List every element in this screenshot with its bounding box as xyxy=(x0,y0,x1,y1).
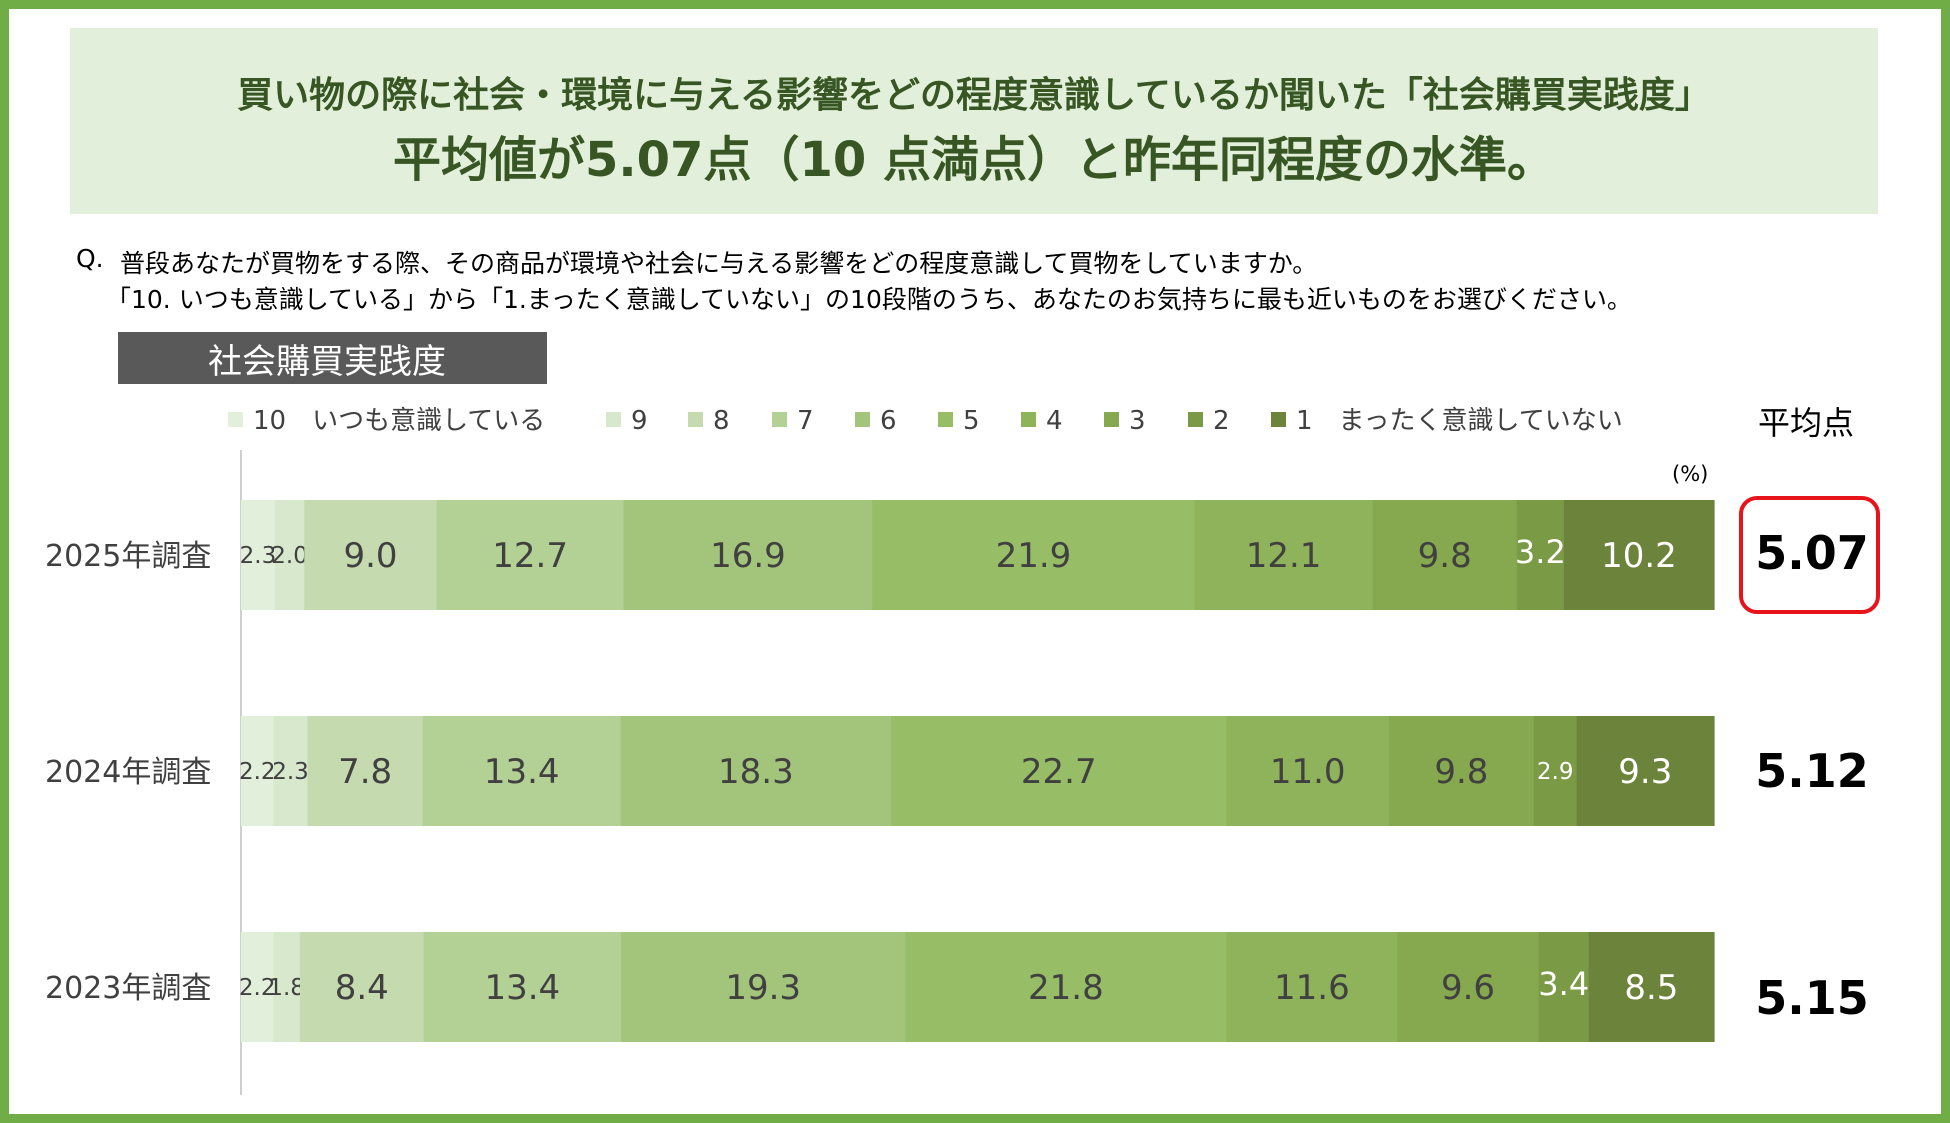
bar-segment xyxy=(1576,716,1715,826)
average-value-2025: 5.07 xyxy=(1755,526,1869,580)
question-text-line-1: 普段あなたが買物をする際、その商品が環境や社会に与える影響をどの程度意識して買物… xyxy=(120,249,1318,278)
data-label: 3.2 xyxy=(1515,533,1566,571)
bar-segment xyxy=(307,716,424,826)
bar-segment xyxy=(1563,500,1715,610)
bar-segment xyxy=(241,716,275,826)
data-label: 3.4 xyxy=(1538,965,1589,1003)
data-label: 2.2 xyxy=(239,759,276,785)
bar-segment xyxy=(1226,716,1390,826)
headline-box: 買い物の際に社会・環境に与える影響をどの程度意識しているか聞いた「社会購買実践度… xyxy=(70,28,1878,214)
average-highlight-frame xyxy=(1739,496,1880,614)
legend-label-6: 5 xyxy=(963,406,980,436)
headline-line-2: 平均値が5.07点（10 点満点）と昨年同程度の水準。 xyxy=(393,132,1555,188)
data-label: 22.7 xyxy=(1021,752,1097,792)
legend-label-2: 9 xyxy=(631,406,648,436)
data-label: 1.8 xyxy=(268,975,305,1001)
legend-label-5: 6 xyxy=(880,406,897,436)
legend-swatch-6 xyxy=(938,412,953,427)
average-header: 平均点 xyxy=(1758,404,1855,442)
bar-segment xyxy=(1516,500,1565,610)
data-label: 7.8 xyxy=(338,752,392,792)
bar-segment xyxy=(423,932,622,1042)
bar-segment xyxy=(905,932,1228,1042)
bar-segment xyxy=(304,500,438,610)
bar-segment xyxy=(1194,500,1374,610)
bar-segment xyxy=(1388,716,1535,826)
data-label: 11.0 xyxy=(1270,752,1346,792)
data-label: 2.9 xyxy=(1537,759,1574,785)
bar-segment xyxy=(1588,932,1715,1042)
bar-segment xyxy=(1533,716,1578,826)
data-label: 11.6 xyxy=(1274,968,1350,1008)
legend-swatch-4 xyxy=(772,412,787,427)
legend-swatch-8 xyxy=(1104,412,1119,427)
data-label: 2.0 xyxy=(271,543,308,569)
percent-unit-label: (%) xyxy=(1672,462,1709,486)
data-label: 8.5 xyxy=(1624,968,1678,1008)
data-label: 8.4 xyxy=(335,968,389,1008)
bar-segment xyxy=(436,500,625,610)
bar-segment xyxy=(1226,932,1398,1042)
data-label: 2.2 xyxy=(239,975,276,1001)
bar-segment xyxy=(241,932,275,1042)
bar-segment xyxy=(1397,932,1540,1042)
data-label: 18.3 xyxy=(718,752,794,792)
data-label: 10.2 xyxy=(1601,536,1677,576)
bar-segment xyxy=(422,716,622,826)
bar-segment xyxy=(621,932,906,1042)
data-label: 9.6 xyxy=(1441,968,1495,1008)
legend-label-9: 2 xyxy=(1213,406,1230,436)
section-tag: 社会購買実践度 xyxy=(118,332,547,384)
data-label: 12.7 xyxy=(492,536,568,576)
data-label: 16.9 xyxy=(710,536,786,576)
legend-label-4: 7 xyxy=(797,406,814,436)
legend-swatch-3 xyxy=(688,412,703,427)
legend-label-8: 3 xyxy=(1129,406,1146,436)
bar-segment xyxy=(273,932,301,1042)
legend-label-1: 10 いつも意識している xyxy=(253,406,545,436)
bar-segment xyxy=(872,500,1196,610)
data-label: 13.4 xyxy=(484,968,560,1008)
average-value-2023: 5.15 xyxy=(1755,971,1869,1025)
bar-segment xyxy=(241,500,276,610)
question-text-line-2: 「10. いつも意識している」から「1.まったく意識していない」の10段階のうち… xyxy=(106,285,1632,314)
data-label: 9.3 xyxy=(1618,752,1672,792)
bar-segment xyxy=(273,716,309,826)
question-label: Q. xyxy=(76,244,104,273)
headline-line-1: 買い物の際に社会・環境に与える影響をどの程度意識しているか聞いた「社会購買実践度… xyxy=(237,75,1711,116)
bar-segment xyxy=(299,932,425,1042)
category-label: 2025年調査 xyxy=(45,539,211,574)
data-label: 9.8 xyxy=(1418,536,1472,576)
bar-segment xyxy=(1372,500,1518,610)
data-label: 21.9 xyxy=(996,536,1072,576)
legend-swatch-9 xyxy=(1188,412,1203,427)
data-label: 9.0 xyxy=(343,536,397,576)
bar-segment xyxy=(623,500,873,610)
legend-swatch-1 xyxy=(228,412,243,427)
legend-swatch-10 xyxy=(1271,412,1286,427)
data-label: 19.3 xyxy=(725,968,801,1008)
legend-label-7: 4 xyxy=(1046,406,1063,436)
legend-label-10: 1 まったく意識していない xyxy=(1296,406,1623,436)
data-label: 2.3 xyxy=(272,759,309,785)
bar-segment xyxy=(1538,932,1590,1042)
data-label: 12.1 xyxy=(1246,536,1322,576)
data-label: 13.4 xyxy=(484,752,560,792)
legend-swatch-7 xyxy=(1021,412,1036,427)
bar-segment xyxy=(620,716,892,826)
average-value-2024: 5.12 xyxy=(1755,744,1869,798)
category-label: 2023年調査 xyxy=(45,971,211,1006)
data-label: 21.8 xyxy=(1028,968,1104,1008)
data-label: 2.3 xyxy=(240,543,277,569)
legend-label-3: 8 xyxy=(713,406,730,436)
bar-segment xyxy=(891,716,1228,826)
category-label: 2024年調査 xyxy=(45,755,211,790)
data-label: 9.8 xyxy=(1434,752,1488,792)
legend-swatch-2 xyxy=(606,412,621,427)
legend-swatch-5 xyxy=(855,412,870,427)
bar-segment xyxy=(274,500,305,610)
